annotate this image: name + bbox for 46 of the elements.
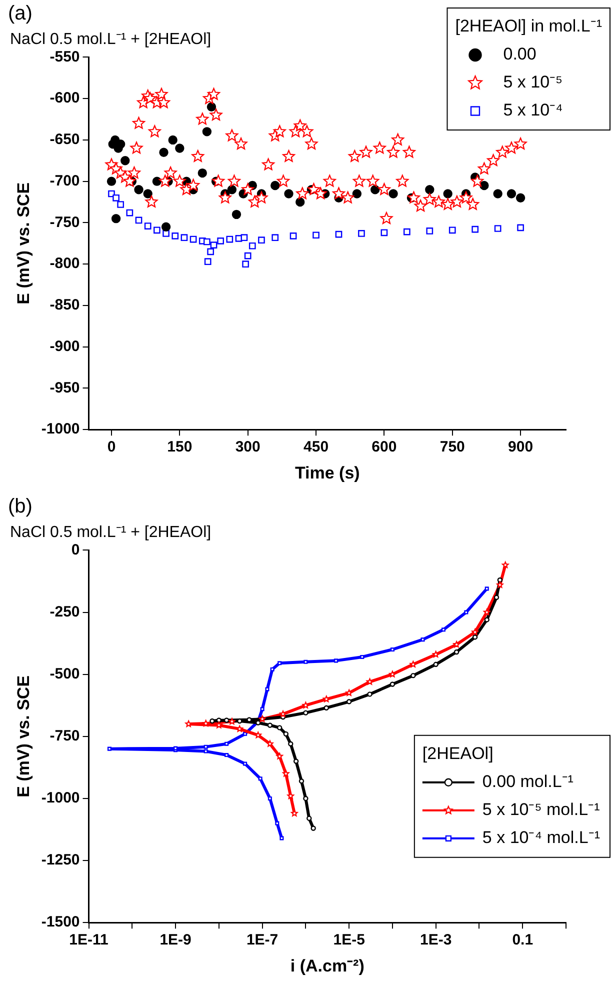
y-axis-title: E (mV) vs. SCE xyxy=(14,182,33,304)
y-tick-label: -250 xyxy=(50,603,80,620)
text: (b) xyxy=(8,496,32,518)
y-tick-label: -500 xyxy=(50,665,80,682)
x-tick-label: 300 xyxy=(235,438,260,456)
y-tick-label: -650 xyxy=(50,131,80,148)
x-axis-title: i (A.cm⁻²) xyxy=(290,956,364,976)
y-tick-label: -1000 xyxy=(41,790,80,807)
y-tick-label: -1250 xyxy=(41,852,80,869)
x-tick-label: 1E-7 xyxy=(246,932,278,949)
legend-label: 5 x 10⁻⁵ xyxy=(503,72,563,92)
x-tick-label: 600 xyxy=(372,438,397,456)
y-tick-label: -700 xyxy=(50,172,80,190)
x-tick-label: 750 xyxy=(440,438,465,456)
y-tick-label: -950 xyxy=(50,379,80,396)
x-tick-label: 450 xyxy=(304,438,329,456)
y-tick-label: -850 xyxy=(50,296,80,314)
legend-label: 0.00 mol.L⁻¹ xyxy=(482,772,574,792)
legend-label: 5 x 10⁻⁵ mol.L⁻¹ xyxy=(482,800,600,820)
y-tick-label: -900 xyxy=(50,338,80,355)
x-tick-label: 900 xyxy=(508,438,534,456)
y-tick-label: -750 xyxy=(50,214,80,231)
chart-title: NaCl 0.5 mol.L⁻¹ + [2HEAOl] xyxy=(10,31,212,48)
x-tick-label: 0 xyxy=(107,438,116,456)
y-tick-label: -800 xyxy=(50,255,80,272)
y-tick-label: -600 xyxy=(50,90,80,107)
chart-title: NaCl 0.5 mol.L⁻¹ + [2HEAOl] xyxy=(10,524,212,542)
legend-label: 5 x 10⁻⁴ mol.L⁻¹ xyxy=(482,828,600,848)
legend-label: 5 x 10⁻⁴ xyxy=(503,100,563,120)
y-tick-label: -1500 xyxy=(41,914,80,931)
x-tick-label: 1E-5 xyxy=(333,932,365,949)
y-tick-label: 0 xyxy=(71,541,80,558)
legend-title: [2HEAOl] in mol.L⁻¹ xyxy=(455,16,602,36)
y-axis-title: E (mV) vs. SCE xyxy=(14,675,33,798)
legend-label: 0.00 xyxy=(503,44,536,64)
x-tick-label: 1E-11 xyxy=(69,932,108,949)
x-tick-label: 1E-9 xyxy=(160,932,192,949)
x-tick-label: 150 xyxy=(167,438,192,456)
text: (a) xyxy=(8,2,32,25)
x-tick-label: 0.1 xyxy=(512,932,534,949)
x-tick-label: 1E-3 xyxy=(420,932,452,949)
y-tick-label: -550 xyxy=(50,48,80,66)
y-tick-label: -1000 xyxy=(41,420,80,438)
x-axis-title: Time (s) xyxy=(294,463,360,482)
legend-title: [2HEAOl] xyxy=(422,744,494,764)
y-tick-label: -750 xyxy=(50,728,80,745)
